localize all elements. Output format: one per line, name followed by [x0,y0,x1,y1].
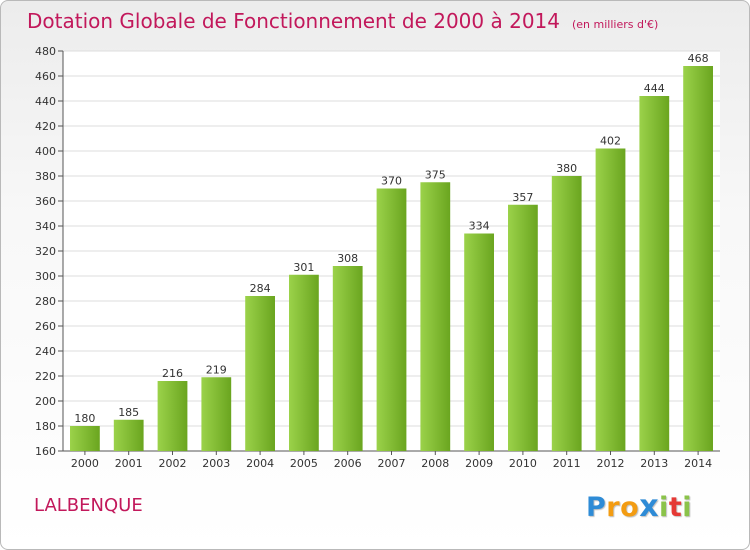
y-tick-label: 440 [35,95,56,108]
x-tick-label: 2014 [684,457,712,470]
y-tick-label: 340 [35,220,56,233]
bar [683,66,713,451]
bar [595,148,626,451]
y-tick-label: 320 [35,245,56,258]
bar [420,182,451,451]
y-tick-label: 380 [35,170,56,183]
data-label: 216 [162,367,183,380]
data-label: 402 [600,135,621,148]
x-tick-label: 2006 [334,457,362,470]
y-tick-label: 260 [35,320,56,333]
x-tick-label: 2001 [115,457,143,470]
y-tick-label: 460 [35,70,56,83]
x-tick-label: 2002 [159,457,187,470]
data-label: 380 [556,162,577,175]
x-tick-label: 2010 [509,457,537,470]
chart-title: Dotation Globale de Fonctionnement de 20… [27,9,658,33]
y-tick-label: 280 [35,295,56,308]
y-tick-label: 160 [35,445,56,458]
data-label: 370 [381,175,402,188]
y-tick-label: 400 [35,145,56,158]
data-label: 185 [118,406,139,419]
logo-letter: t [668,492,683,523]
bar [376,188,407,451]
x-tick-label: 2008 [421,457,449,470]
logo-letter: o [620,492,640,523]
chart-subtitle: (en milliers d'€) [572,18,659,31]
bar [70,426,100,451]
data-label: 334 [469,220,490,233]
logo-letter: i [682,492,692,523]
data-label: 444 [644,82,665,95]
bar [464,233,494,451]
x-tick-label: 2013 [640,457,668,470]
y-tick-label: 360 [35,195,56,208]
commune-name: LALBENQUE [34,495,143,516]
x-tick-label: 2004 [246,457,274,470]
bar [551,176,582,451]
x-tick-label: 2000 [71,457,99,470]
data-label: 357 [512,191,533,204]
bar [245,296,275,451]
data-label: 284 [250,282,271,295]
y-tick-label: 180 [35,420,56,433]
y-tick-label: 220 [35,370,56,383]
data-label: 301 [293,261,314,274]
bar [289,274,319,451]
bar [639,96,670,451]
logo-letter: i [659,492,669,523]
data-label: 180 [74,412,95,425]
chart-title-text: Dotation Globale de Fonctionnement de 20… [27,9,560,33]
bar [332,266,363,451]
bar [157,381,188,451]
x-tick-label: 2011 [553,457,581,470]
logo-letter: P [586,492,607,523]
bar [508,204,538,451]
x-tick-label: 2012 [597,457,625,470]
y-tick-label: 300 [35,270,56,283]
data-label: 468 [688,52,709,65]
y-tick-label: 240 [35,345,56,358]
data-label: 308 [337,252,358,265]
x-tick-label: 2009 [465,457,493,470]
logo-letter: r [606,492,621,523]
y-tick-label: 480 [35,45,56,58]
x-tick-label: 2003 [202,457,230,470]
bar [201,377,232,451]
y-tick-label: 420 [35,120,56,133]
logo-letter: x [639,489,660,524]
bar [113,419,144,451]
data-label: 375 [425,168,446,181]
data-label: 219 [206,363,227,376]
y-tick-label: 200 [35,395,56,408]
x-tick-label: 2007 [378,457,406,470]
x-tick-label: 2005 [290,457,318,470]
